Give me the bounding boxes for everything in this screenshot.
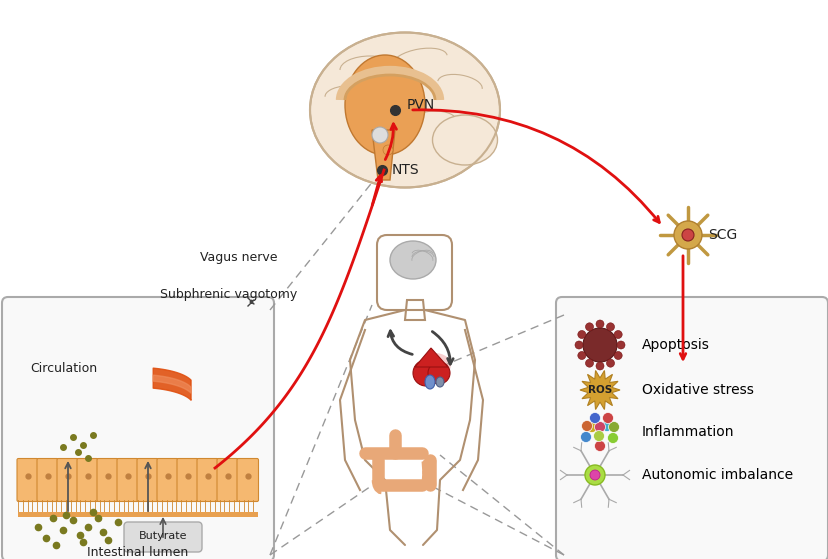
Text: PVN: PVN bbox=[407, 98, 435, 112]
FancyBboxPatch shape bbox=[17, 458, 38, 501]
Circle shape bbox=[585, 465, 604, 485]
Circle shape bbox=[580, 432, 591, 443]
FancyBboxPatch shape bbox=[97, 458, 118, 501]
Circle shape bbox=[594, 421, 604, 433]
Circle shape bbox=[606, 359, 614, 367]
Circle shape bbox=[616, 341, 624, 349]
Polygon shape bbox=[372, 130, 394, 180]
Ellipse shape bbox=[425, 375, 435, 389]
Text: NTS: NTS bbox=[392, 163, 419, 177]
Ellipse shape bbox=[418, 353, 450, 377]
Text: Vagus nerve: Vagus nerve bbox=[200, 252, 277, 264]
Circle shape bbox=[601, 420, 612, 432]
Circle shape bbox=[673, 221, 701, 249]
FancyBboxPatch shape bbox=[156, 458, 178, 501]
Text: Subphrenic vagotomy: Subphrenic vagotomy bbox=[160, 288, 297, 301]
Circle shape bbox=[580, 420, 592, 432]
Circle shape bbox=[602, 413, 613, 424]
Circle shape bbox=[582, 328, 616, 362]
Bar bbox=[18, 512, 258, 517]
Text: Inflammation: Inflammation bbox=[641, 425, 734, 439]
Circle shape bbox=[412, 360, 439, 386]
Ellipse shape bbox=[389, 241, 436, 279]
Circle shape bbox=[585, 359, 593, 367]
Circle shape bbox=[595, 320, 604, 328]
Polygon shape bbox=[580, 371, 619, 410]
Text: ROS: ROS bbox=[587, 385, 611, 395]
Circle shape bbox=[577, 352, 585, 359]
Ellipse shape bbox=[344, 55, 425, 155]
Circle shape bbox=[594, 440, 604, 452]
Text: Apoptosis: Apoptosis bbox=[641, 338, 709, 352]
Circle shape bbox=[614, 330, 622, 339]
Text: Butyrate: Butyrate bbox=[138, 531, 187, 541]
FancyBboxPatch shape bbox=[2, 297, 274, 559]
Circle shape bbox=[589, 413, 599, 424]
FancyBboxPatch shape bbox=[77, 458, 99, 501]
Circle shape bbox=[607, 433, 618, 443]
FancyBboxPatch shape bbox=[217, 458, 238, 501]
Text: Oxidative stress: Oxidative stress bbox=[641, 383, 753, 397]
Polygon shape bbox=[415, 348, 447, 367]
Circle shape bbox=[383, 145, 392, 155]
FancyBboxPatch shape bbox=[37, 458, 59, 501]
Circle shape bbox=[577, 330, 585, 339]
Circle shape bbox=[614, 352, 622, 359]
Circle shape bbox=[595, 362, 604, 370]
Ellipse shape bbox=[436, 377, 444, 387]
Circle shape bbox=[608, 421, 619, 433]
FancyBboxPatch shape bbox=[556, 297, 827, 559]
Text: SCG: SCG bbox=[707, 228, 736, 242]
Circle shape bbox=[575, 341, 582, 349]
Circle shape bbox=[606, 323, 614, 331]
Text: Autonomic imbalance: Autonomic imbalance bbox=[641, 468, 792, 482]
Circle shape bbox=[681, 229, 693, 241]
Ellipse shape bbox=[310, 32, 499, 187]
Circle shape bbox=[585, 421, 597, 433]
FancyBboxPatch shape bbox=[137, 458, 158, 501]
FancyBboxPatch shape bbox=[237, 458, 258, 501]
FancyBboxPatch shape bbox=[177, 458, 198, 501]
Ellipse shape bbox=[432, 115, 497, 165]
FancyBboxPatch shape bbox=[197, 458, 219, 501]
FancyBboxPatch shape bbox=[117, 458, 138, 501]
Text: Circulation: Circulation bbox=[30, 362, 97, 375]
FancyBboxPatch shape bbox=[124, 522, 202, 552]
Circle shape bbox=[593, 430, 604, 442]
Text: Intestinal lumen: Intestinal lumen bbox=[87, 547, 189, 559]
Circle shape bbox=[585, 323, 593, 331]
Circle shape bbox=[427, 362, 450, 384]
Circle shape bbox=[372, 127, 388, 143]
Circle shape bbox=[590, 470, 599, 480]
FancyBboxPatch shape bbox=[57, 458, 79, 501]
